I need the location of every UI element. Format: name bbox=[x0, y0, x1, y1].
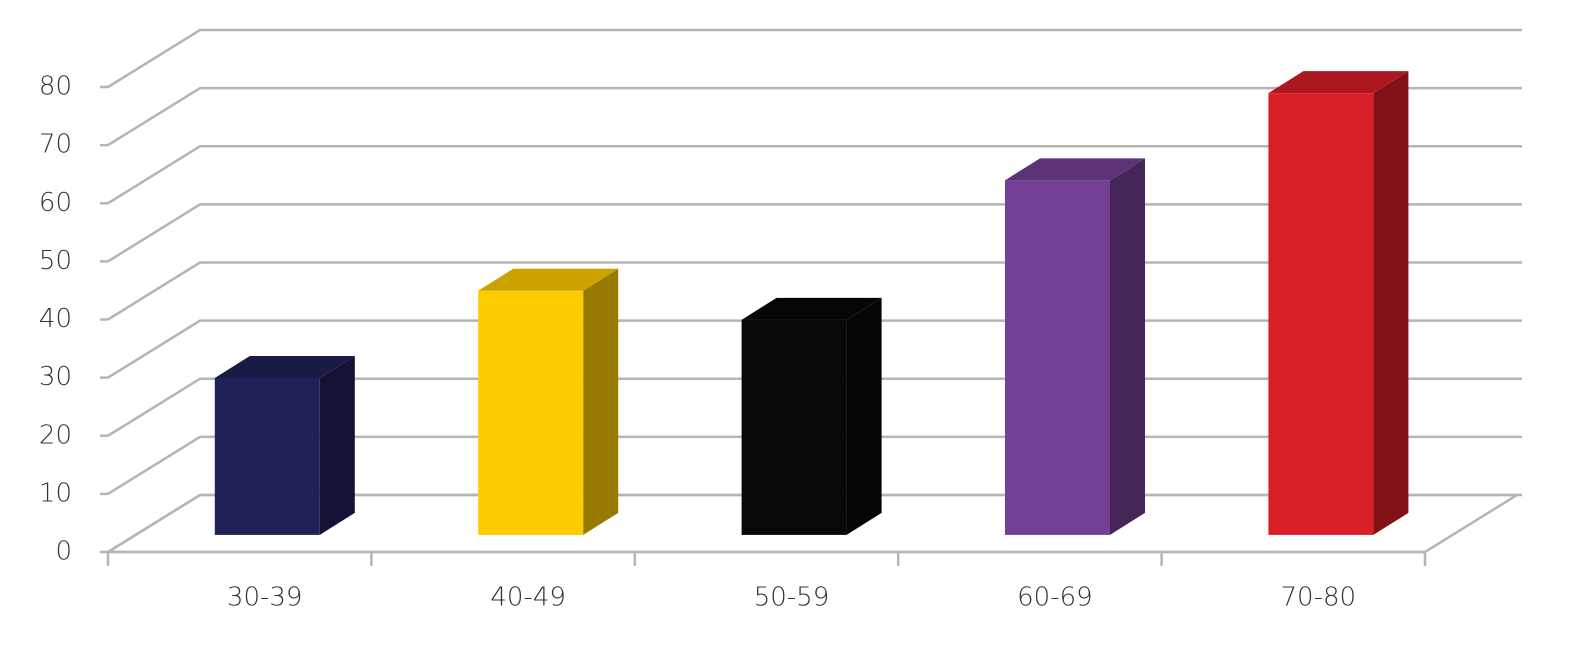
y-tick-label: 60 bbox=[39, 188, 72, 218]
y-tick-label: 80 bbox=[39, 72, 72, 102]
x-tick-label: 50-59 bbox=[754, 583, 830, 613]
x-tick-label: 70-80 bbox=[1281, 583, 1357, 613]
bar-top bbox=[1268, 71, 1409, 94]
y-tick-label: 20 bbox=[39, 420, 72, 450]
y-tick-label: 0 bbox=[55, 537, 72, 567]
grid-line bbox=[107, 28, 1522, 89]
bar-top bbox=[214, 355, 355, 378]
y-tick-label: 50 bbox=[39, 246, 72, 276]
bar-side bbox=[1373, 71, 1409, 535]
bar-side bbox=[846, 297, 882, 535]
grid-line bbox=[107, 145, 1522, 205]
bar bbox=[478, 290, 584, 535]
bar-top bbox=[478, 268, 619, 291]
y-tick-label: 10 bbox=[39, 478, 72, 508]
grid-line bbox=[107, 86, 1522, 147]
x-tick-label: 30-39 bbox=[227, 583, 303, 613]
x-tick-label: 40-49 bbox=[490, 583, 566, 613]
y-tick-label: 40 bbox=[39, 304, 72, 334]
y-tick-label: 70 bbox=[39, 130, 72, 160]
bar-side bbox=[319, 355, 355, 535]
bar-top bbox=[741, 297, 882, 320]
y-tick-label: 30 bbox=[39, 362, 72, 392]
bar bbox=[741, 319, 847, 535]
bar bbox=[1005, 180, 1110, 535]
bar-side bbox=[583, 268, 619, 535]
bar-side bbox=[1110, 158, 1145, 535]
x-tick-label: 60-69 bbox=[1017, 583, 1093, 613]
bar-top bbox=[1005, 158, 1145, 181]
bar bbox=[1268, 93, 1374, 535]
bar bbox=[214, 377, 320, 535]
